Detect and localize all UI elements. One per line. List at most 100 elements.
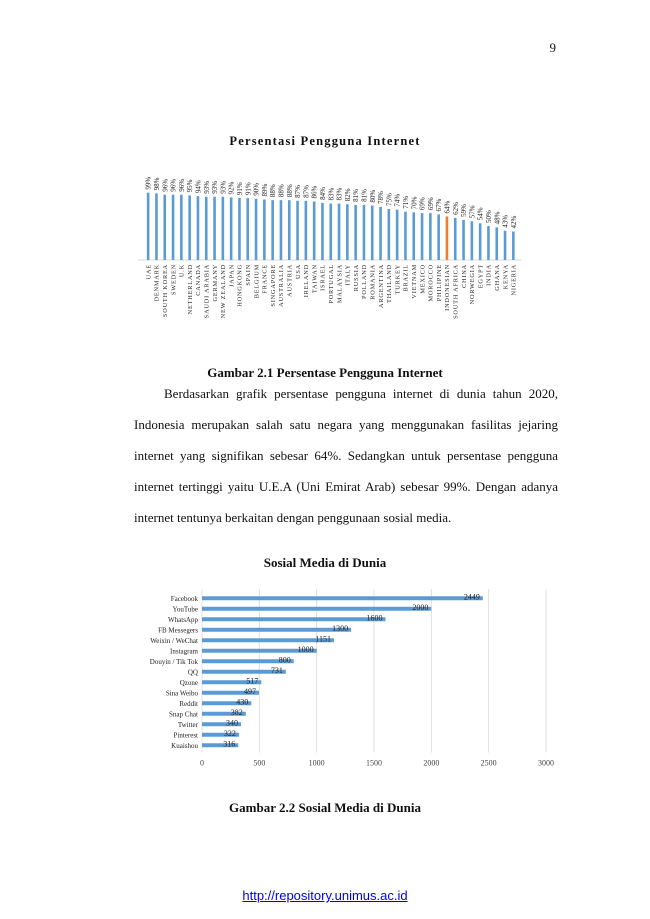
chart1-category-label: SWEDEN <box>170 264 177 295</box>
chart1-category-label: MALAYSIA <box>336 264 343 303</box>
chart1-bar <box>404 211 407 260</box>
chart1-bar <box>246 198 250 260</box>
chart2-category-label: QQ <box>188 668 198 676</box>
chart1-category-label: SOUTH AFRICA <box>452 264 459 319</box>
chart1-value-label: 91% <box>244 182 252 195</box>
chart1-category-label: THAILAND <box>386 264 393 303</box>
chart1-value-label: 57% <box>468 205 476 218</box>
chart1-bar <box>512 231 515 260</box>
chart1-bar <box>387 209 391 260</box>
chart2-bar <box>202 627 352 632</box>
chart2-value-label: 800 <box>279 655 291 664</box>
chart1-bar <box>445 216 449 260</box>
chart1-category-label: GHANA <box>494 264 501 291</box>
chart1-bar <box>146 192 150 260</box>
chart1-bar <box>487 226 490 260</box>
chart1-category-label: INDIA <box>486 264 493 286</box>
chart2-category-label: Weixin / WeChat <box>150 637 198 645</box>
chart1-value-label: 43% <box>502 215 510 228</box>
chart2-value-label: 2449 <box>464 592 480 601</box>
chart1-bar <box>462 219 465 260</box>
chart1-value-label: 80% <box>369 190 377 203</box>
chart1-category-label: BRAZIL <box>403 264 410 292</box>
chart1-bar <box>370 205 374 260</box>
chart1-value-label: 87% <box>302 185 310 198</box>
chart1-bar <box>329 203 333 260</box>
chart2-bar <box>202 690 259 695</box>
chart1-bar <box>279 200 283 260</box>
chart1-bar <box>362 204 366 260</box>
chart2-value-label: 340 <box>226 718 238 727</box>
footer-link[interactable]: http://repository.unimus.ac.id <box>242 888 408 903</box>
chart1-category-label: GERMANY <box>212 264 219 301</box>
chart2-value-label: 430 <box>236 697 248 706</box>
chart2-value-label: 1000 <box>298 645 314 654</box>
chart1-value-label: 88% <box>286 184 294 197</box>
chart1-bar <box>213 196 216 260</box>
chart1-category-label: CHINA <box>461 264 468 288</box>
chart2-value-label: 322 <box>224 729 236 738</box>
chart2-bar <box>202 743 239 748</box>
chart1-bar <box>204 196 208 260</box>
chart1-bar <box>337 203 341 260</box>
chart1-bar <box>254 198 258 260</box>
chart1-category-label: POLLAND <box>361 264 368 299</box>
figure1-caption: Gambar 2.1 Persentase Pengguna Internet <box>207 365 443 380</box>
chart2-bar <box>202 732 239 737</box>
chart1-category-label: HONGKONG <box>237 264 244 307</box>
chart2-category-label: YouTube <box>173 605 199 613</box>
chart1-category-label: UAE <box>145 264 152 279</box>
chart2-tick-label: 1500 <box>366 759 382 768</box>
chart1-value-label: 81% <box>360 189 368 202</box>
chart2-tick-label: 2000 <box>423 759 439 768</box>
chart1-bar <box>429 213 432 260</box>
chart1-category-label: FRANCE <box>262 264 269 294</box>
chart1-value-label: 96% <box>170 179 178 192</box>
chart1-bar <box>453 217 457 260</box>
chart1-bar <box>296 200 299 260</box>
chart1-category-label: PORTUGAL <box>328 264 335 304</box>
chart1-value-label: 83% <box>327 188 335 201</box>
chart1-category-label: RUSSIA <box>353 264 360 291</box>
chart1-bar <box>263 199 266 260</box>
chart1-value-label: 98% <box>153 177 161 190</box>
chart1-value-label: 59% <box>460 204 468 217</box>
chart1-value-label: 93% <box>203 181 211 194</box>
chart1-bar <box>346 204 349 260</box>
chart1-bar <box>229 197 233 260</box>
chart1-value-label: 86% <box>311 186 319 199</box>
chart1-category-label: ROMANIA <box>369 264 376 300</box>
chart2-bar <box>202 606 432 611</box>
chart1-value-label: 88% <box>269 184 277 197</box>
chart1-bar <box>238 198 241 260</box>
chart2-value-label: 731 <box>271 666 283 675</box>
chart1-category-label: ITALY <box>345 264 352 286</box>
page-number: 9 <box>549 40 557 55</box>
chart1-category-label: INDONESIAN <box>444 264 451 311</box>
chart1-category-label: JAPAN <box>228 264 235 287</box>
chart1-category-label: NIGERIA <box>511 264 518 295</box>
chart2-bar <box>202 648 317 653</box>
chart2-value-label: 1151 <box>315 634 331 643</box>
chart2-category-label: WhatsApp <box>168 616 198 624</box>
chart1-category-label: TAIWAN <box>311 264 318 293</box>
chart1-value-label: 81% <box>352 189 360 202</box>
body-paragraph: Berdasarkan grafik persentase pengguna i… <box>134 386 558 525</box>
chart1-bar <box>503 230 507 260</box>
chart1-category-label: USA <box>295 264 302 279</box>
chart1-value-label: 92% <box>228 181 236 194</box>
chart1-value-label: 75% <box>385 193 393 206</box>
chart1-category-label: EGYPT <box>477 264 484 288</box>
chart1-value-label: 78% <box>377 191 385 204</box>
chart1-bar <box>354 204 357 260</box>
chart2-category-label: Twitter <box>178 721 199 729</box>
chart1-category-label: NORWEGIA <box>469 264 476 304</box>
chart1-category-label: AUSTRALIA <box>278 264 285 307</box>
chart1-value-label: 91% <box>236 182 244 195</box>
chart1-value-label: 96% <box>161 179 169 192</box>
chart2-value-label: 497 <box>244 687 256 696</box>
chart2-value-label: 517 <box>246 676 258 685</box>
chart1-bar <box>478 223 482 260</box>
chart1-bar <box>163 194 167 260</box>
chart2-category-label: Pinterest <box>174 731 199 739</box>
